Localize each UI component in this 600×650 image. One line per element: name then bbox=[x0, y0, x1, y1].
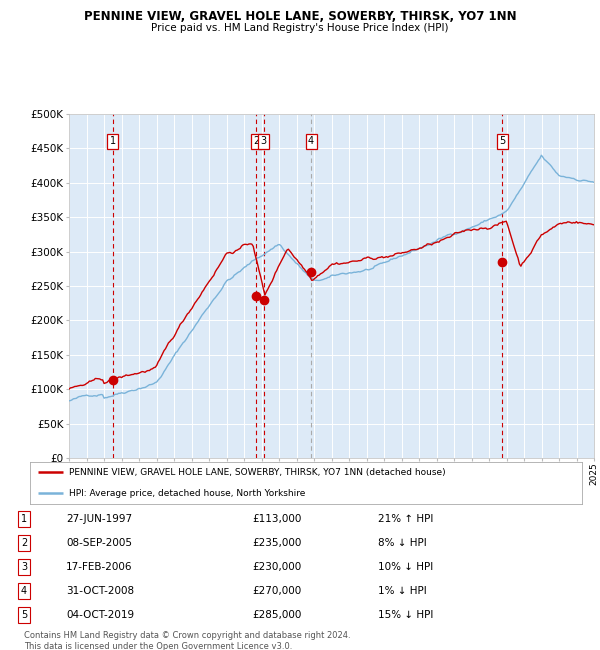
Text: 3: 3 bbox=[261, 136, 267, 146]
Text: This data is licensed under the Open Government Licence v3.0.: This data is licensed under the Open Gov… bbox=[24, 642, 292, 650]
Text: 04-OCT-2019: 04-OCT-2019 bbox=[66, 610, 134, 620]
Text: 08-SEP-2005: 08-SEP-2005 bbox=[66, 538, 132, 548]
Text: 1: 1 bbox=[110, 136, 116, 146]
Text: 15% ↓ HPI: 15% ↓ HPI bbox=[378, 610, 433, 620]
Text: 1: 1 bbox=[21, 514, 27, 524]
Text: Price paid vs. HM Land Registry's House Price Index (HPI): Price paid vs. HM Land Registry's House … bbox=[151, 23, 449, 33]
Text: HPI: Average price, detached house, North Yorkshire: HPI: Average price, detached house, Nort… bbox=[68, 489, 305, 498]
Text: 31-OCT-2008: 31-OCT-2008 bbox=[66, 586, 134, 596]
Text: Contains HM Land Registry data © Crown copyright and database right 2024.: Contains HM Land Registry data © Crown c… bbox=[24, 630, 350, 640]
Text: £285,000: £285,000 bbox=[252, 610, 301, 620]
Text: £235,000: £235,000 bbox=[252, 538, 301, 548]
Text: PENNINE VIEW, GRAVEL HOLE LANE, SOWERBY, THIRSK, YO7 1NN: PENNINE VIEW, GRAVEL HOLE LANE, SOWERBY,… bbox=[83, 10, 517, 23]
Text: 4: 4 bbox=[308, 136, 314, 146]
Text: 1% ↓ HPI: 1% ↓ HPI bbox=[378, 586, 427, 596]
Text: PENNINE VIEW, GRAVEL HOLE LANE, SOWERBY, THIRSK, YO7 1NN (detached house): PENNINE VIEW, GRAVEL HOLE LANE, SOWERBY,… bbox=[68, 467, 445, 476]
Text: 21% ↑ HPI: 21% ↑ HPI bbox=[378, 514, 433, 524]
Text: 5: 5 bbox=[21, 610, 27, 620]
Text: 10% ↓ HPI: 10% ↓ HPI bbox=[378, 562, 433, 572]
Text: 8% ↓ HPI: 8% ↓ HPI bbox=[378, 538, 427, 548]
Text: 2: 2 bbox=[21, 538, 27, 548]
Text: 3: 3 bbox=[21, 562, 27, 572]
Text: £270,000: £270,000 bbox=[252, 586, 301, 596]
Text: 4: 4 bbox=[21, 586, 27, 596]
Text: £230,000: £230,000 bbox=[252, 562, 301, 572]
Text: 5: 5 bbox=[499, 136, 505, 146]
Text: 27-JUN-1997: 27-JUN-1997 bbox=[66, 514, 132, 524]
Text: 2: 2 bbox=[253, 136, 259, 146]
Text: £113,000: £113,000 bbox=[252, 514, 301, 524]
Text: 17-FEB-2006: 17-FEB-2006 bbox=[66, 562, 133, 572]
